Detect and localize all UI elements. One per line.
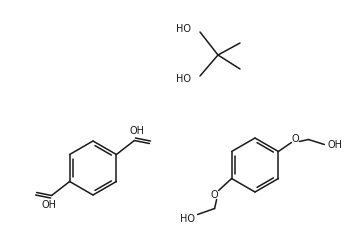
Text: O: O (211, 190, 218, 200)
Text: O: O (292, 135, 299, 145)
Text: HO: HO (176, 74, 191, 84)
Text: OH: OH (130, 127, 145, 136)
Text: OH: OH (41, 200, 56, 209)
Text: HO: HO (180, 215, 195, 224)
Text: HO: HO (176, 24, 191, 34)
Text: OH: OH (328, 140, 343, 150)
